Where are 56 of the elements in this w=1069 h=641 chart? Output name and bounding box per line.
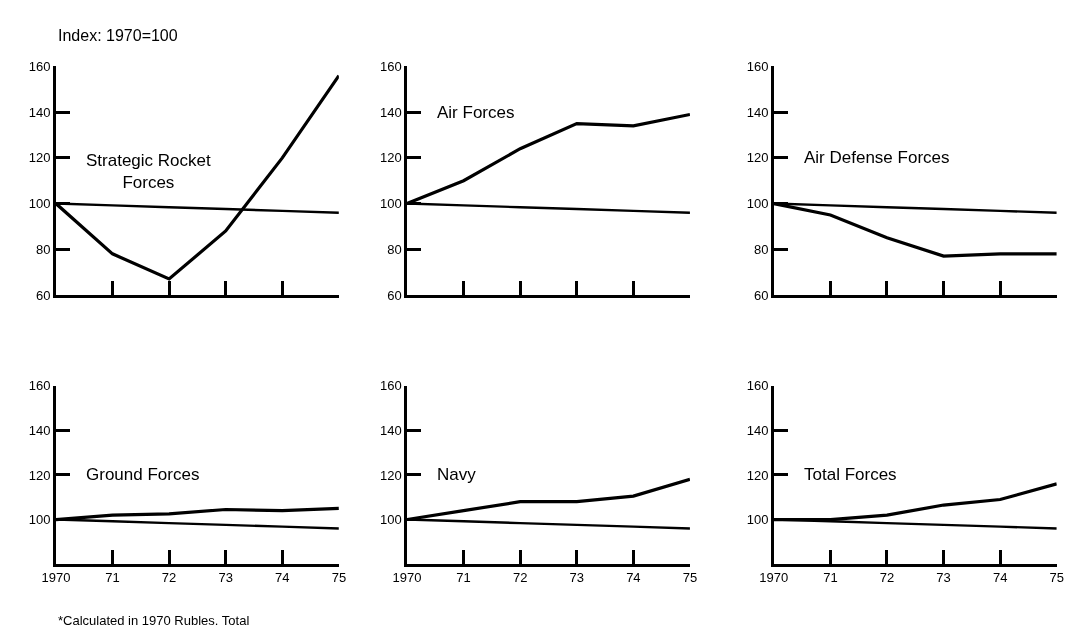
- x-tick-label: 73: [569, 570, 585, 586]
- y-tick-label: 120: [379, 150, 402, 166]
- y-tick-label: 100: [28, 512, 51, 528]
- x-tick-label: 71: [456, 570, 471, 586]
- y-tick-label: 120: [746, 467, 769, 483]
- y-tick-label: 60: [753, 287, 769, 303]
- x-tick-label: 75: [682, 570, 698, 586]
- x-tick-label: 72: [879, 570, 895, 586]
- y-tick-label: 100: [746, 512, 769, 528]
- text: *Calculated in 1970 Rubles. Total: [58, 613, 250, 628]
- x-tick-label: 72: [512, 570, 528, 586]
- y-tick-label: 160: [746, 378, 769, 394]
- x-tick-label: 74: [275, 570, 290, 586]
- x-tick-label: 1970: [392, 570, 422, 586]
- x-tick-label: 73: [936, 570, 951, 586]
- x-tick-label: 1970: [41, 570, 71, 586]
- y-tick-label: 140: [746, 422, 769, 438]
- y-tick-label: 140: [28, 422, 51, 438]
- x-tick-label: 73: [218, 570, 233, 586]
- y-tick-label: 120: [379, 467, 402, 483]
- y-tick-label: 140: [746, 104, 769, 120]
- x-tick-label: 75: [331, 570, 347, 586]
- y-tick-label: 160: [28, 378, 51, 394]
- y-tick-label: 60: [36, 287, 51, 303]
- y-tick-label: 160: [379, 378, 402, 394]
- y-tick-label: 80: [387, 241, 402, 257]
- x-tick-label: 74: [992, 570, 1008, 586]
- y-tick-label: 100: [379, 196, 402, 212]
- x-tick-label: 75: [1049, 570, 1064, 586]
- y-tick-label: 100: [28, 196, 51, 212]
- text: Air Defense Forces: [804, 148, 950, 167]
- x-tick-label: 72: [161, 570, 177, 586]
- x-tick-label: 71: [105, 570, 120, 586]
- x-tick-label: 1970: [759, 570, 789, 586]
- y-tick-label: 60: [387, 287, 402, 303]
- y-tick-label: 160: [379, 59, 402, 75]
- y-tick-label: 100: [379, 512, 402, 528]
- y-tick-label: 120: [28, 150, 51, 166]
- y-tick-label: 140: [379, 104, 402, 120]
- y-tick-label: 160: [28, 59, 51, 75]
- text: Strategic Rocket Forces: [86, 151, 211, 193]
- text: Total Forces: [804, 465, 897, 484]
- y-tick-label: 120: [746, 150, 769, 166]
- y-tick-label: 100: [746, 196, 769, 212]
- y-tick-label: 80: [36, 241, 51, 257]
- text: Air Forces: [437, 103, 515, 122]
- y-tick-label: 80: [753, 241, 769, 257]
- text: Navy: [437, 465, 477, 484]
- y-tick-label: 140: [379, 422, 402, 438]
- x-tick-label: 74: [626, 570, 641, 586]
- y-tick-label: 120: [28, 467, 51, 483]
- y-tick-label: 140: [28, 104, 51, 120]
- text: Ground Forces: [86, 465, 200, 484]
- y-axis-title: Index: 1970=100: [58, 27, 178, 44]
- x-tick-label: 71: [823, 570, 838, 586]
- y-tick-label: 160: [746, 59, 769, 75]
